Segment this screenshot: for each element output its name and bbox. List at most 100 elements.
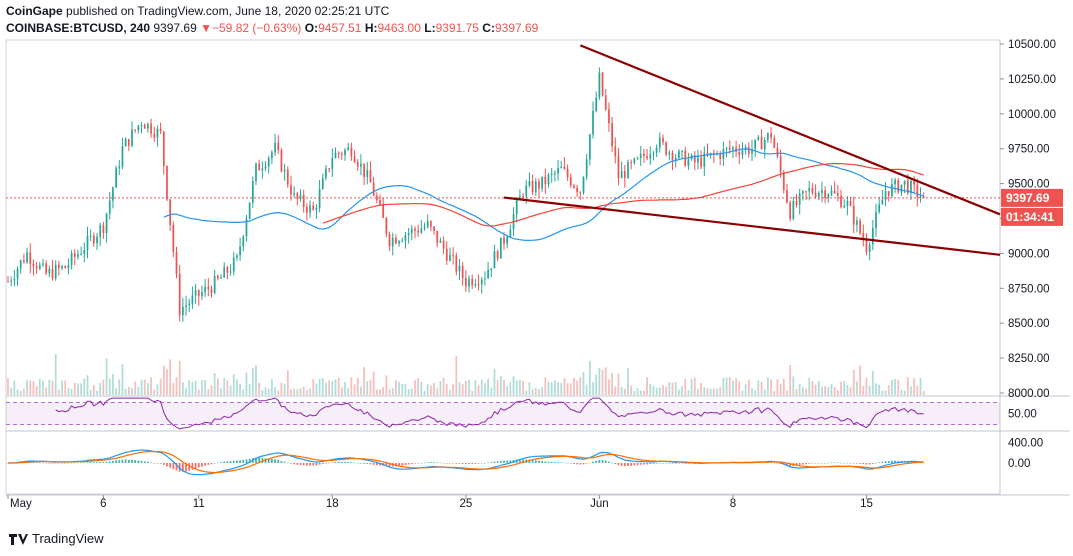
volume-bar: [347, 387, 350, 395]
volume-bar: [509, 382, 512, 395]
volume-bar: [836, 390, 839, 395]
macd-hist-bar: [436, 462, 439, 464]
volume-bar: [134, 381, 137, 395]
macd-hist-bar: [194, 463, 197, 469]
candle-body: [801, 191, 804, 194]
candle-body: [550, 173, 553, 175]
candle-body: [239, 246, 241, 256]
volume-bar: [248, 384, 251, 395]
volume-bar: [105, 358, 108, 395]
volume-bar: [124, 388, 127, 395]
volume-bar: [700, 383, 703, 395]
volume-bar: [118, 379, 121, 395]
trendline-lower: [503, 196, 1001, 256]
macd-hist-bar: [630, 463, 633, 466]
volume-bar: [398, 381, 400, 395]
candle-body: [261, 168, 264, 171]
volume-bar: [147, 383, 149, 395]
candle-body: [795, 200, 798, 205]
volume-bar: [744, 384, 747, 395]
macd-hist-bar: [442, 462, 445, 464]
macd-hist-bar: [239, 460, 241, 463]
volume-bar: [795, 388, 798, 395]
volume-bar: [884, 390, 887, 395]
candle-body: [452, 254, 455, 256]
macd-hist-bar: [595, 460, 598, 463]
volume-bar: [449, 389, 451, 395]
volume-bar: [181, 382, 184, 395]
volume-bar: [499, 376, 502, 395]
volume-bar: [32, 381, 35, 395]
volume-bar: [372, 371, 375, 395]
macd-hist-bar: [42, 462, 44, 464]
volume-bar: [592, 381, 594, 395]
volume-bar: [57, 389, 60, 395]
macd-hist-bar: [604, 460, 607, 463]
volume-bar: [290, 389, 292, 395]
volume-bar: [833, 386, 836, 395]
volume-bar: [608, 379, 610, 395]
macd-hist-bar: [824, 462, 827, 464]
macd-hist-bar: [124, 459, 127, 463]
candle-body: [779, 156, 782, 173]
candle-body: [407, 233, 410, 235]
y-tick-label: 8000.00: [1008, 388, 1050, 400]
volume-bar: [35, 386, 38, 395]
volume-bar: [550, 382, 553, 395]
candle-body: [96, 236, 98, 244]
macd-hist-bar: [51, 463, 54, 464]
macd-hist-bar: [684, 463, 687, 464]
volume-bar: [630, 385, 633, 395]
volume-bar: [414, 379, 416, 395]
candle-body: [566, 168, 569, 178]
candle-body: [608, 109, 610, 124]
candle-body: [16, 268, 19, 279]
macd-hist-bar: [649, 463, 652, 465]
macd-hist-bar: [162, 463, 165, 465]
candle-body: [598, 72, 601, 98]
candle-body: [697, 157, 699, 163]
macd-hist-bar: [856, 463, 858, 464]
volume-bar: [709, 388, 712, 395]
macd-hist-bar: [538, 460, 540, 463]
candle-body: [906, 180, 909, 193]
macd-hist-bar: [798, 463, 801, 466]
volume-bar: [54, 354, 57, 395]
volume-bar: [706, 388, 709, 395]
volume-bar: [455, 355, 458, 395]
volume-bar: [811, 381, 814, 395]
volume-bar: [573, 377, 575, 395]
volume-bar: [891, 379, 893, 395]
macd-hist-bar: [665, 463, 668, 464]
macd-hist-bar: [35, 462, 38, 464]
volume-bar: [662, 385, 664, 395]
macd-hist-bar: [786, 463, 788, 466]
macd-hist-bar: [207, 463, 210, 465]
volume-bar: [350, 377, 353, 395]
candle-body: [401, 240, 404, 242]
volume-bar: [767, 377, 769, 395]
candle-body: [499, 237, 502, 259]
candle-body: [747, 146, 750, 154]
candle-body: [840, 195, 842, 208]
rsi-line: [55, 397, 924, 430]
macd-hist-bar: [455, 463, 458, 464]
candle-body: [732, 147, 734, 150]
candle-body: [127, 138, 130, 146]
volume-bar: [900, 389, 903, 395]
candle-body: [290, 184, 292, 195]
macd-hist-bar: [429, 462, 432, 463]
candle-body: [484, 278, 486, 280]
macd-hist-bar: [344, 461, 346, 463]
volume-bar: [862, 385, 865, 395]
candle-body: [639, 153, 642, 159]
change-value: −59.82 (−0.63%): [212, 21, 302, 35]
macd-tick-label: 0.00: [1008, 458, 1030, 470]
macd-hist-bar: [617, 463, 620, 466]
macd-hist-bar: [147, 461, 149, 463]
macd-hist-bar: [760, 462, 763, 464]
macd-hist-bar: [894, 460, 896, 463]
macd-hist-bar: [89, 461, 92, 463]
candle-body: [398, 241, 400, 244]
